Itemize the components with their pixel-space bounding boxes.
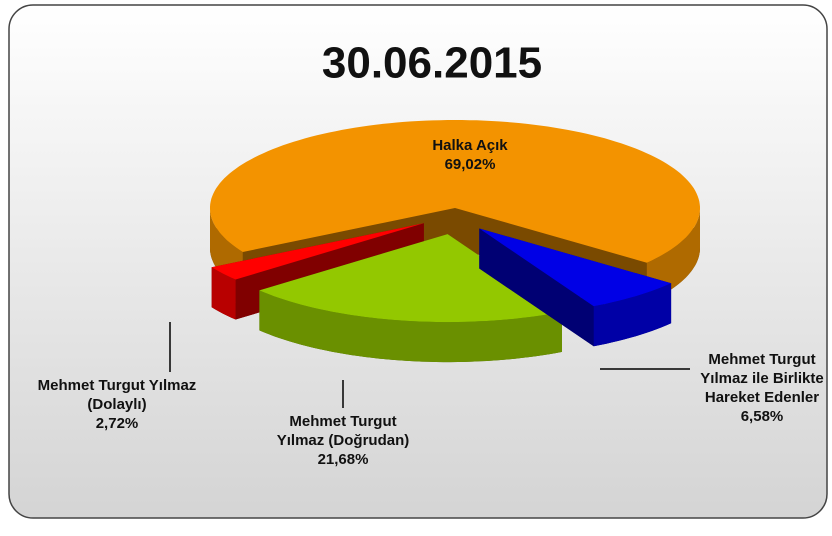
slice-top	[479, 228, 672, 307]
slice-top	[259, 234, 562, 323]
value-label: 6,58%	[740, 408, 784, 425]
slice-label: Mehmet Turgut Yılmaz (Dolaylı) 2,72%	[32, 376, 202, 433]
slice-label: Halka Açık 69,02%	[390, 136, 550, 174]
value-label: 69,02%	[444, 156, 496, 173]
chart-title: 30.06.2015	[322, 39, 542, 88]
slice-top	[210, 120, 700, 263]
value-label: 21,68%	[317, 451, 369, 468]
slice-side	[211, 223, 424, 308]
category-label: Halka Açık	[432, 137, 508, 154]
slice-wall	[646, 208, 700, 303]
pie-slice	[259, 234, 562, 363]
slice-side	[479, 228, 594, 347]
slice-label: Mehmet Turgut Yılmaz ile Birlikte Hareke…	[687, 350, 832, 426]
slice-wall	[211, 267, 236, 320]
slice-wall	[593, 283, 672, 347]
slice-wall	[259, 290, 562, 363]
slice-top	[211, 223, 424, 280]
pie-slice	[479, 228, 672, 347]
slice-label: Mehmet Turgut Yılmaz (Doğrudan) 21,68%	[268, 412, 418, 469]
category-label: Mehmet Turgut Yılmaz (Doğrudan)	[276, 413, 410, 449]
value-label: 2,72%	[95, 415, 139, 432]
category-label: Mehmet Turgut Yılmaz ile Birlikte Hareke…	[700, 351, 824, 406]
category-label: Mehmet Turgut Yılmaz (Dolaylı)	[37, 377, 197, 413]
